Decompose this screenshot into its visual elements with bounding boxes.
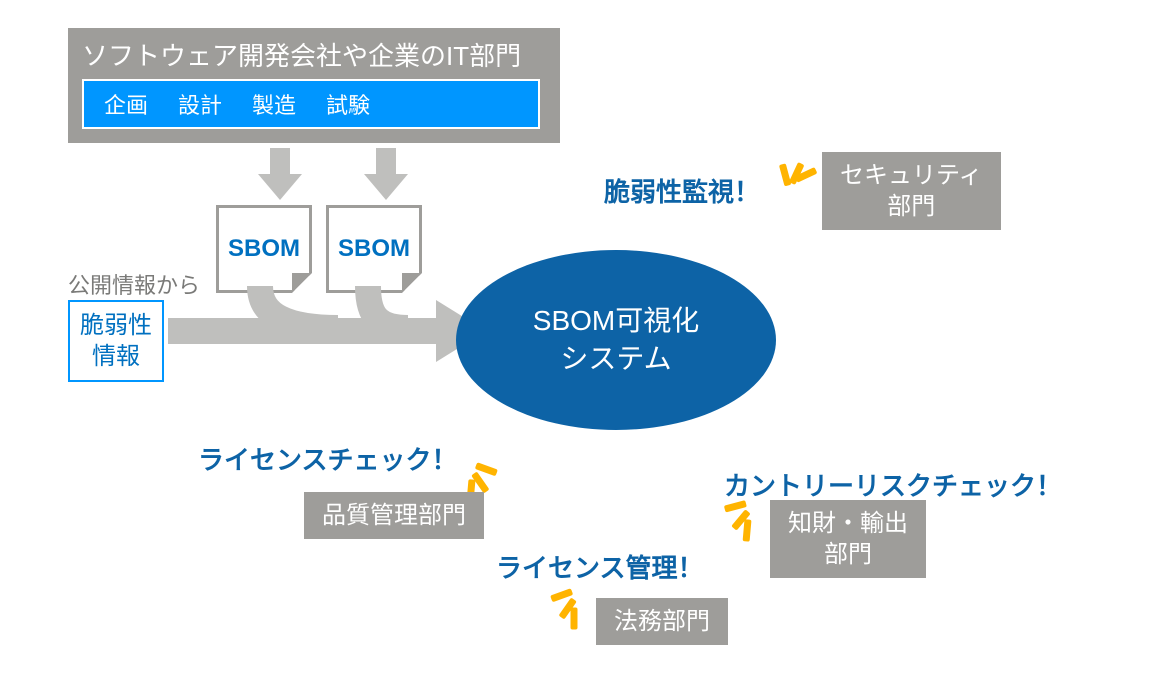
phase-item: 製造 [242, 84, 306, 124]
dept-security: セキュリティ 部門 [822, 152, 1001, 230]
phase-strip: 企画 設計 製造 試験 [82, 79, 540, 129]
sbom-label: SBOM [228, 235, 300, 263]
dept-ip-export: 知財・輸出 部門 [770, 500, 926, 578]
main-arrow-icon [168, 286, 488, 366]
dept-line: 法務部門 [614, 606, 710, 637]
dept-line: 知財・輸出 [788, 508, 908, 539]
center-line2: システム [533, 340, 699, 378]
center-system-ellipse: SBOM可視化 システム [456, 250, 776, 430]
phase-item: 企画 [94, 84, 158, 124]
sbom-document: SBOM [216, 205, 312, 293]
dev-company-box: ソフトウェア開発会社や企業のIT部門 企画 設計 製造 試験 [68, 28, 560, 143]
dept-line: 部門 [840, 191, 983, 222]
phase-item: 試験 [316, 84, 380, 124]
center-line1: SBOM可視化 [533, 302, 699, 340]
burst-icon [544, 582, 590, 628]
burst-icon [716, 494, 762, 540]
down-arrow-icon [364, 148, 408, 202]
callout-security: 脆弱性監視！ [604, 172, 760, 209]
dept-line: 品質管理部門 [322, 500, 466, 531]
phase-item: 設計 [168, 84, 232, 124]
callout-legal: ライセンス管理！ [496, 548, 703, 585]
callout-ip: カントリーリスクチェック！ [724, 466, 1062, 503]
dept-legal: 法務部門 [596, 598, 728, 645]
down-arrow-icon [258, 148, 302, 202]
vuln-line1: 脆弱性 [80, 310, 152, 341]
dev-company-title: ソフトウェア開発会社や企業のIT部門 [82, 36, 540, 73]
vuln-line2: 情報 [80, 341, 152, 372]
dept-line: セキュリティ [840, 160, 983, 191]
burst-icon [770, 142, 816, 188]
callout-quality: ライセンスチェック！ [198, 440, 457, 477]
dept-quality: 品質管理部門 [304, 492, 484, 539]
vuln-info-box: 脆弱性 情報 [68, 300, 164, 382]
dept-line: 部門 [788, 539, 908, 570]
sbom-document: SBOM [326, 205, 422, 293]
sbom-label: SBOM [338, 235, 410, 263]
